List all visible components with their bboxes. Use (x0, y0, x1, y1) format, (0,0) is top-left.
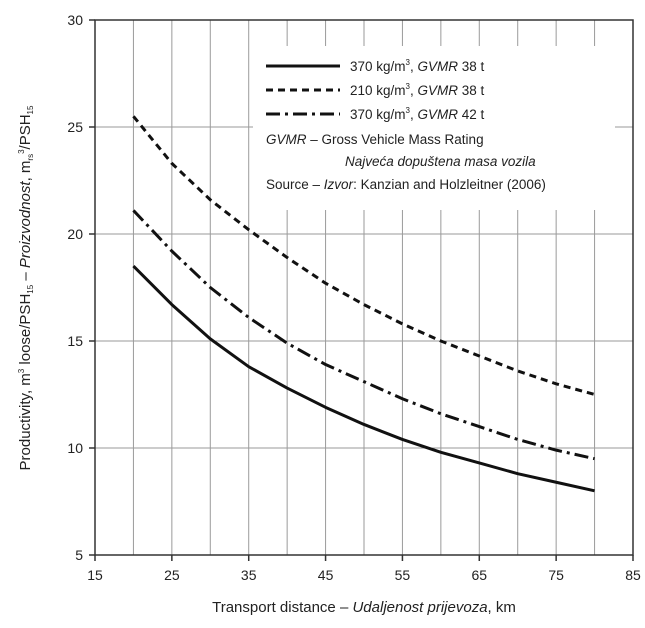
x-tick-label: 35 (241, 567, 257, 583)
series-line-370-38t (132, 265, 595, 493)
y-tick-label: 25 (67, 119, 83, 135)
x-tick-label: 65 (471, 567, 487, 583)
note-source: Source – Izvor: Kanzian and Holzleitner … (266, 177, 546, 192)
x-tick-label: 55 (395, 567, 411, 583)
series-layer (132, 115, 595, 493)
y-tick-label: 5 (75, 547, 83, 563)
x-tick-label: 75 (548, 567, 564, 583)
x-tick-label: 85 (625, 567, 641, 583)
legend-entry-370-38t: 370 kg/m3, GVMR 38 t (350, 58, 485, 74)
series-line-370-42t (132, 209, 595, 461)
y-tick-label: 10 (67, 440, 83, 456)
y-tick-label: 20 (67, 226, 83, 242)
y-tick-label: 30 (67, 12, 83, 28)
note-gvmr: GVMR – Gross Vehicle Mass Rating (266, 132, 484, 147)
x-axis-title: Transport distance – Udaljenost prijevoz… (212, 599, 516, 616)
legend-box (253, 46, 615, 210)
y-axis-title: Productivity, m3 loose/PSH15 – Proizvodn… (17, 105, 35, 470)
plot-frame (94, 19, 634, 556)
legend-entry-210-38t: 210 kg/m3, GVMR 38 t (350, 82, 485, 98)
axis-ticks: 15 25 35 45 55 65 75 85 5 10 15 20 25 30 (67, 12, 641, 583)
legend-entry-370-42t: 370 kg/m3, GVMR 42 t (350, 106, 485, 122)
y-tick-label: 15 (67, 333, 83, 349)
x-tick-label: 25 (164, 567, 180, 583)
series-line-210-38t (132, 115, 595, 396)
x-tick-label: 45 (318, 567, 334, 583)
x-tick-label: 15 (87, 567, 103, 583)
note-gvmr-croatian: Najveća dopuštena masa vozila (345, 154, 536, 169)
